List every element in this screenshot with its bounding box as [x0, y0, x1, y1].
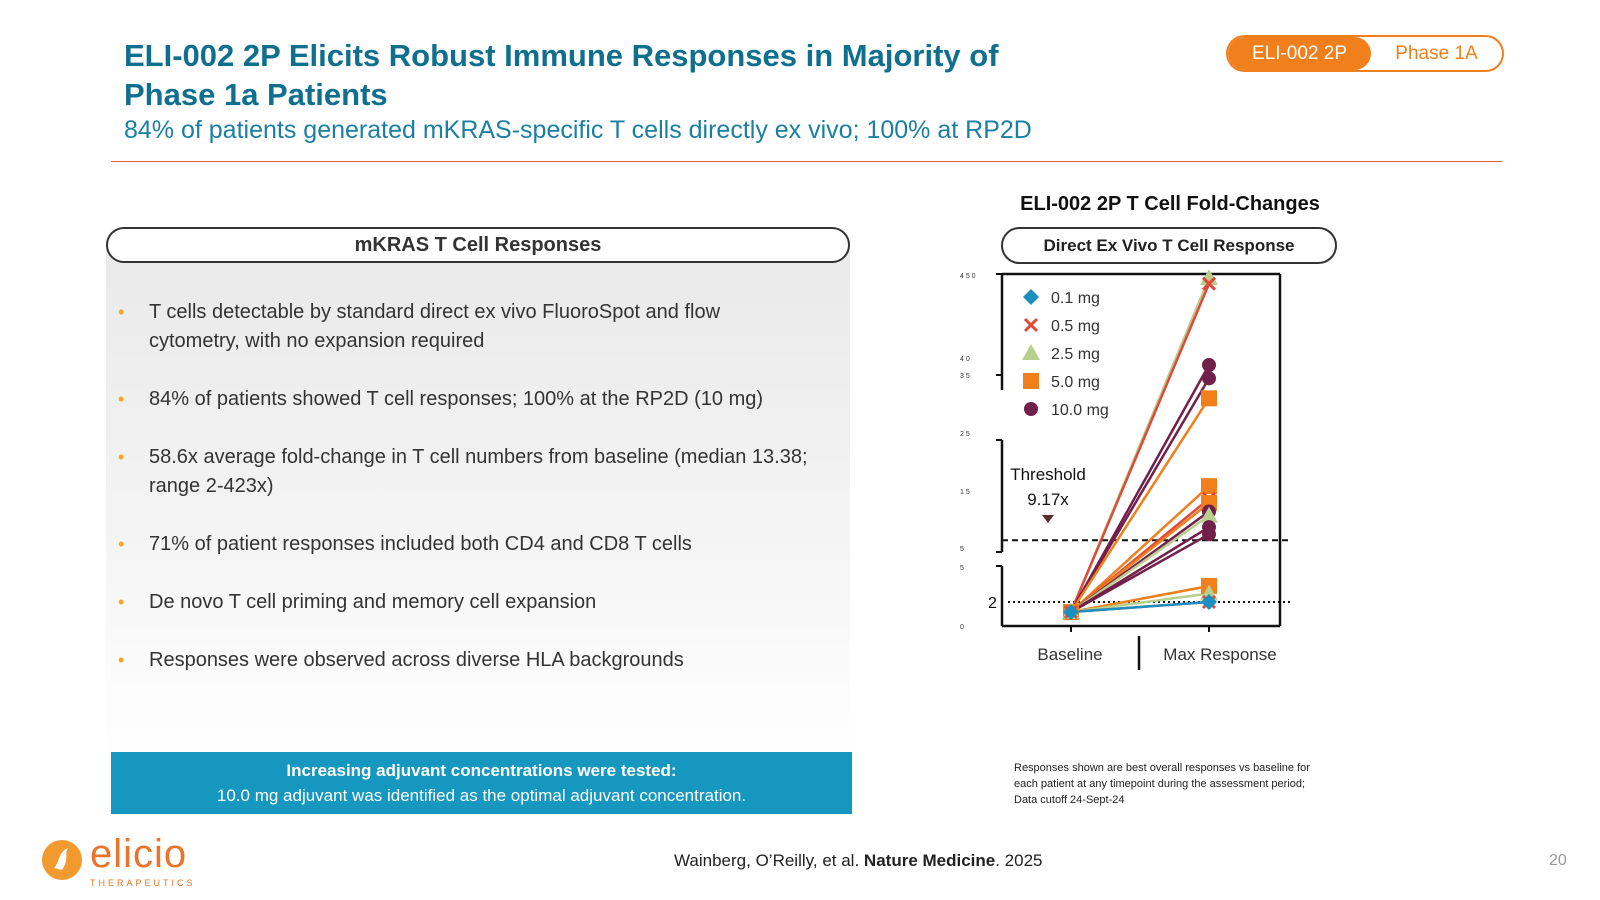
- program-label: ELI-002 2P: [1228, 37, 1371, 70]
- slide-subtitle: 84% of patients generated mKRAS-specific…: [124, 116, 1032, 144]
- bullet-item: • Responses were observed across diverse …: [116, 646, 816, 675]
- adjuvant-note-heading: Increasing adjuvant concentrations were …: [286, 761, 677, 780]
- x-category-label: Baseline: [1037, 645, 1102, 664]
- legend-label: 0.5 mg: [1051, 318, 1100, 335]
- citation: Wainberg, O’Reilly, et al. Nature Medici…: [674, 851, 1043, 871]
- max-response-point: [1201, 478, 1217, 495]
- bullet-dot-icon: •: [118, 592, 125, 612]
- bullet-dot-icon: •: [118, 650, 125, 670]
- x-marker-stroke: [1023, 317, 1039, 333]
- bullet-dot-icon: •: [118, 447, 125, 467]
- chart-footnote: Responses shown are best overall respons…: [1014, 762, 1310, 806]
- y-tick-label: 3 5: [960, 373, 970, 380]
- responses-panel: [106, 243, 850, 763]
- y-tick-label: 1 5: [960, 489, 970, 496]
- max-response-point: [1202, 371, 1216, 386]
- series-line: [1070, 592, 1210, 614]
- legend-marker-icon: [1022, 344, 1040, 360]
- max-response-point: [1202, 527, 1216, 542]
- y-tick-label: 0: [960, 624, 964, 631]
- bullet-text: 58.6x average fold-change in T cell numb…: [149, 446, 808, 497]
- program-phase-pill: ELI-002 2P Phase 1A: [1226, 35, 1504, 72]
- bullet-dot-icon: •: [118, 534, 125, 554]
- responses-bullet-list: • T cells detectable by standard direct e…: [116, 298, 816, 704]
- y-marked-value-label: 2: [988, 595, 997, 612]
- bullet-item: • De novo T cell priming and memory cell …: [116, 588, 816, 617]
- x-category-label: Max Response: [1163, 645, 1276, 664]
- title-divider: [111, 161, 1502, 162]
- bullet-text: 71% of patient responses included both C…: [149, 533, 692, 555]
- y-tick-label: 2 5: [960, 431, 970, 438]
- baseline-point: [1063, 604, 1079, 620]
- bullet-text: De novo T cell priming and memory cell e…: [149, 591, 597, 613]
- legend-label: 10.0 mg: [1051, 402, 1109, 419]
- phase-label: Phase 1A: [1395, 42, 1478, 64]
- chart-subtitle: Direct Ex Vivo T Cell Response: [1001, 227, 1337, 264]
- bullet-item: • 71% of patient responses included both …: [116, 530, 816, 559]
- elicio-logo-icon: [42, 840, 82, 880]
- slide-title: ELI-002 2P Elicits Robust Immune Respons…: [124, 38, 999, 112]
- series-line: [1070, 514, 1210, 614]
- y-tick-label: 5: [960, 546, 964, 553]
- max-response-point: [1202, 358, 1216, 372]
- threshold-marker-icon: [1042, 515, 1054, 523]
- legend-marker-icon: [1023, 317, 1039, 333]
- bullet-dot-icon: •: [118, 302, 125, 322]
- y-tick-label: 5: [960, 565, 964, 572]
- threshold-value-label: 9.17x: [1027, 490, 1069, 509]
- max-response-point: [1201, 594, 1217, 610]
- legend-marker-icon: [1024, 402, 1038, 416]
- bullet-item: • T cells detectable by standard direct e…: [116, 298, 816, 356]
- chart-title: ELI-002 2P T Cell Fold-Changes: [1020, 193, 1320, 215]
- bullet-item: • 58.6x average fold-change in T cell num…: [116, 443, 816, 501]
- y-tick-label: 4 0: [960, 356, 970, 363]
- bullet-dot-icon: •: [118, 389, 125, 409]
- series-line: [1069, 397, 1211, 613]
- series-line: [1069, 283, 1211, 613]
- logo-wordmark: elicio: [90, 832, 188, 876]
- responses-panel-header: mKRAS T Cell Responses: [106, 227, 850, 263]
- series-line: [1070, 533, 1210, 614]
- series-line: [1070, 600, 1210, 614]
- bullet-text: Responses were observed across diverse H…: [149, 649, 684, 671]
- x-marker-stroke: [1201, 276, 1217, 291]
- max-response-point: [1200, 506, 1218, 523]
- max-response-point: [1201, 276, 1217, 291]
- page-number: 20: [1549, 852, 1567, 869]
- logo-subtitle: THERAPEUTICS: [90, 878, 196, 888]
- y-tick-label: 4 5 0: [960, 273, 976, 280]
- threshold-label: Threshold: [1010, 465, 1086, 484]
- legend-label: 2.5 mg: [1051, 346, 1100, 363]
- legend-marker-icon: [1023, 373, 1039, 389]
- series-line: [1070, 485, 1210, 613]
- legend-marker-icon: [1023, 289, 1039, 305]
- series-line: [1069, 377, 1211, 613]
- citation-authors: Wainberg, O’Reilly, et al.: [674, 851, 860, 870]
- legend-label: 0.1 mg: [1051, 290, 1100, 307]
- adjuvant-note-box: Increasing adjuvant concentrations were …: [111, 752, 852, 814]
- bullet-text: T cells detectable by standard direct ex…: [149, 301, 721, 352]
- adjuvant-note-text: 10.0 mg adjuvant was identified as the o…: [216, 786, 747, 805]
- citation-journal: Nature Medicine: [863, 851, 996, 870]
- legend-label: 5.0 mg: [1051, 374, 1100, 391]
- bullet-item: • 84% of patients showed T cell responses…: [116, 385, 816, 414]
- max-response-point: [1201, 390, 1217, 407]
- citation-year: . 2025: [995, 851, 1043, 870]
- bullet-text: 84% of patients showed T cell responses;…: [149, 388, 764, 410]
